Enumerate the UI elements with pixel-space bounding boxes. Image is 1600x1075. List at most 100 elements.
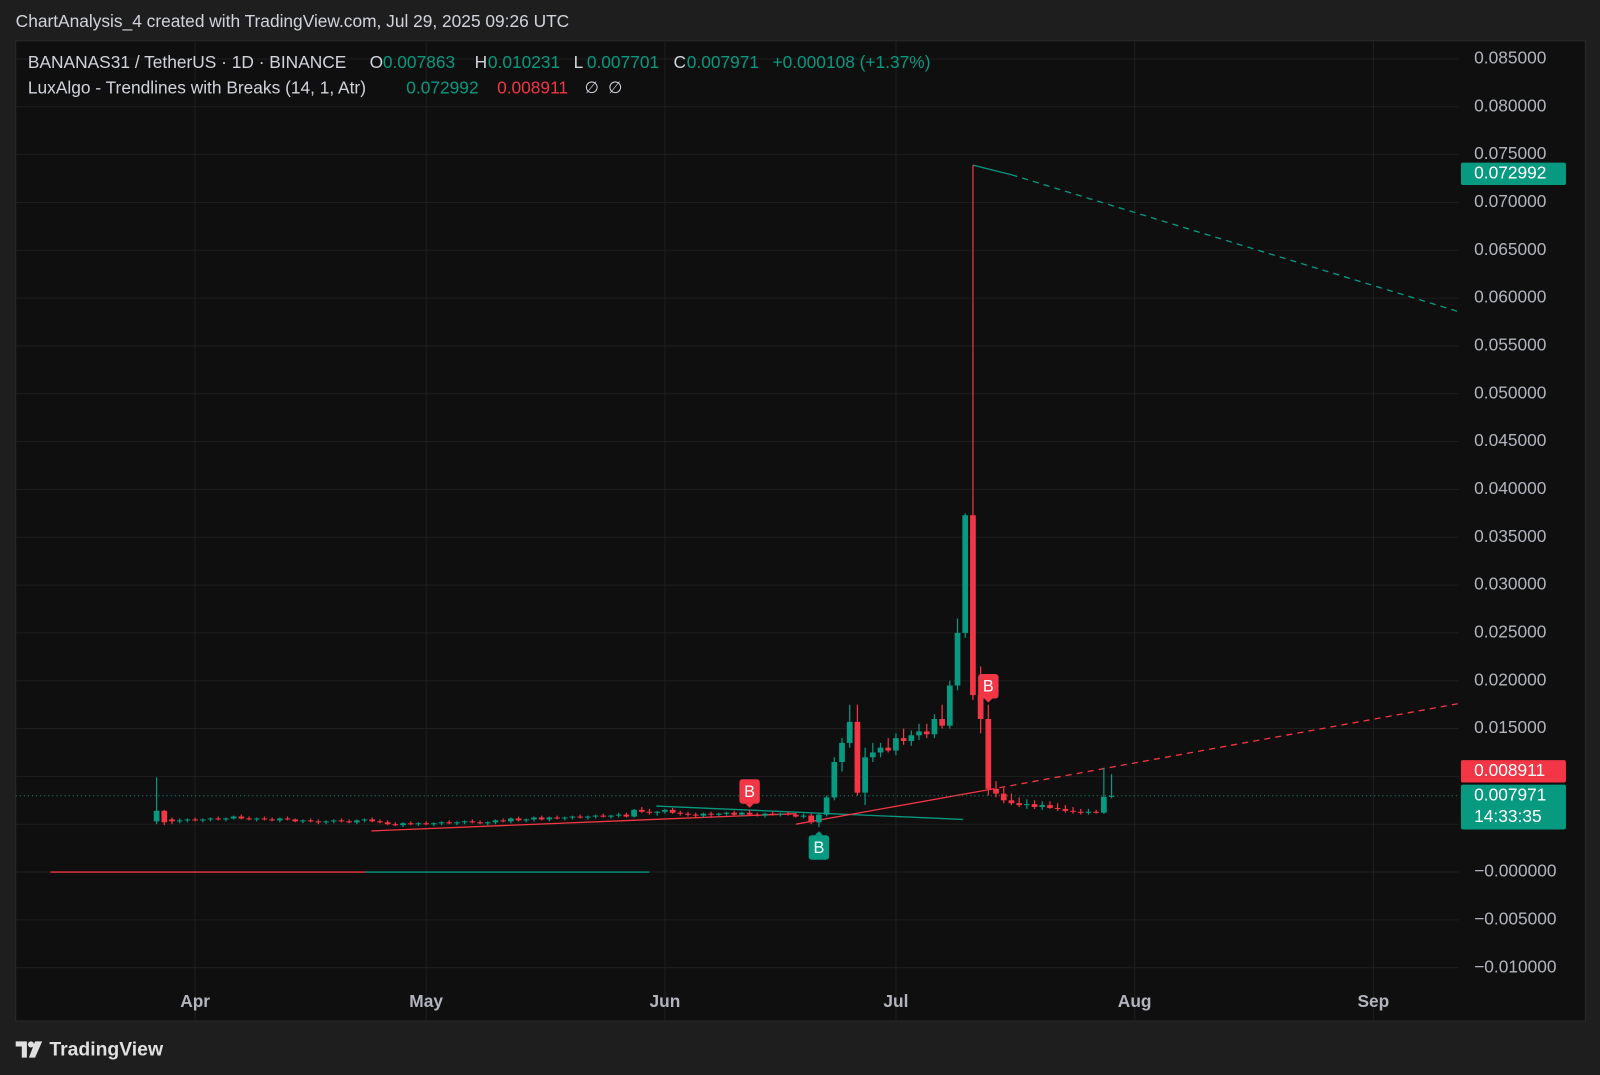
price-tag-countdown: 14:33:35: [1474, 806, 1541, 826]
plot: B B B: [15, 164, 1459, 873]
candle-body: [762, 813, 768, 816]
candle-body: [261, 818, 268, 820]
indicator-icon: ∅: [608, 79, 622, 97]
candle-body: [508, 818, 514, 822]
candle-body: [369, 819, 376, 822]
trendline: [795, 789, 989, 825]
candle-body: [292, 819, 299, 822]
signal-label: B: [983, 678, 994, 696]
candle-body: [893, 738, 899, 751]
candle-body: [1008, 800, 1015, 804]
legend: BANANAS31 / TetherUS · 1D · BINANCE O 0.00…: [28, 52, 931, 97]
y-tick-label: 0.015000: [1474, 717, 1546, 737]
x-tick-label: Jul: [883, 991, 908, 1011]
candle-body: [692, 814, 699, 816]
candle-body: [923, 731, 930, 735]
indicator-icon: ∅: [585, 79, 599, 97]
candle-body: [415, 823, 422, 825]
candle-body: [423, 823, 430, 825]
symbol: BANANAS31 / TetherUS · 1D · BINANCE: [28, 52, 346, 72]
ohlc-value: 0.007701: [587, 52, 659, 72]
y-tick-label: 0.045000: [1474, 430, 1546, 450]
candle-body: [430, 823, 437, 825]
candle-body: [993, 788, 999, 794]
candle-body: [908, 735, 915, 741]
candle-body: [153, 810, 160, 822]
signal-pointer: [814, 831, 823, 836]
y-tick-label: −0.005000: [1474, 908, 1556, 928]
change: +0.000108 (+1.37%): [772, 52, 930, 72]
candle-body: [215, 818, 222, 820]
snapshot-title: ChartAnalysis_4 created with TradingView…: [16, 11, 570, 31]
candle-body: [800, 815, 807, 817]
candle-body: [638, 809, 645, 812]
candle-body: [492, 820, 499, 823]
chart-panel: [15, 40, 1586, 1022]
trendline: [972, 164, 1012, 176]
y-tick-label: 0.035000: [1474, 526, 1546, 546]
ohlc-value: 0.007863: [383, 52, 455, 72]
candle-body: [623, 814, 630, 817]
y-tick-label: 0.050000: [1474, 382, 1546, 402]
candle-body: [931, 718, 938, 735]
candle-body: [323, 821, 329, 823]
price-tag-label: 0.007971: [1474, 784, 1546, 804]
candle-body: [477, 822, 483, 824]
price-tag: [1460, 162, 1566, 186]
x-tick-label: Jun: [649, 991, 680, 1011]
candle-body: [184, 819, 191, 821]
trendline: [988, 703, 1459, 791]
logo-part: [27, 1041, 35, 1048]
candle-body: [253, 818, 260, 820]
candle-body: [808, 815, 815, 823]
price-tag: [1460, 760, 1566, 783]
signal-pointer: [745, 803, 754, 808]
candle-body: [1016, 803, 1022, 806]
candle-body: [569, 816, 576, 818]
candle-body: [839, 742, 845, 763]
trendline: [656, 805, 963, 821]
candle-body: [546, 817, 553, 820]
candle-body: [977, 695, 984, 719]
candle-body: [1000, 793, 1007, 801]
candle-body: [715, 813, 722, 815]
candle-body: [307, 820, 314, 822]
candle-body: [484, 822, 491, 824]
price-tag: [1460, 784, 1566, 830]
candle-body: [1054, 807, 1061, 809]
candle-body: [731, 812, 738, 815]
candle-body: [161, 810, 168, 823]
candle-body: [662, 809, 668, 812]
candle-body: [353, 820, 360, 823]
y-tick-label: −0.000000: [1474, 861, 1556, 881]
candle-body: [869, 752, 876, 758]
indicator-name: LuxAlgo - Trendlines with Breaks (14, 1,…: [28, 77, 366, 97]
ohlc-key: O: [370, 52, 383, 72]
candle-body: [577, 816, 584, 818]
candle-body: [207, 818, 214, 820]
candle-body: [338, 820, 345, 822]
y-tick-label: 0.080000: [1474, 95, 1546, 115]
candle-body: [1039, 805, 1046, 807]
candle-body: [192, 819, 198, 821]
candle-body: [269, 819, 275, 821]
candle-body: [1031, 804, 1038, 807]
candle-body: [862, 757, 868, 793]
candle-body: [708, 813, 714, 815]
candle-body: [454, 822, 460, 824]
candle-body: [1023, 804, 1030, 806]
signal-box: [739, 779, 760, 804]
signal-pointer: [984, 698, 993, 703]
candle-body: [654, 811, 661, 813]
axes: 0.085000 0.080000 0.075000 0.070000 0.065000…: [180, 48, 1556, 1012]
candle-body: [846, 721, 853, 743]
candle-body: [769, 813, 776, 815]
candle-body: [361, 819, 368, 821]
candle-body: [970, 515, 976, 696]
candle-body: [685, 813, 691, 815]
candle-body: [985, 718, 992, 789]
candle-body: [523, 819, 530, 821]
candle-body: [700, 813, 707, 816]
